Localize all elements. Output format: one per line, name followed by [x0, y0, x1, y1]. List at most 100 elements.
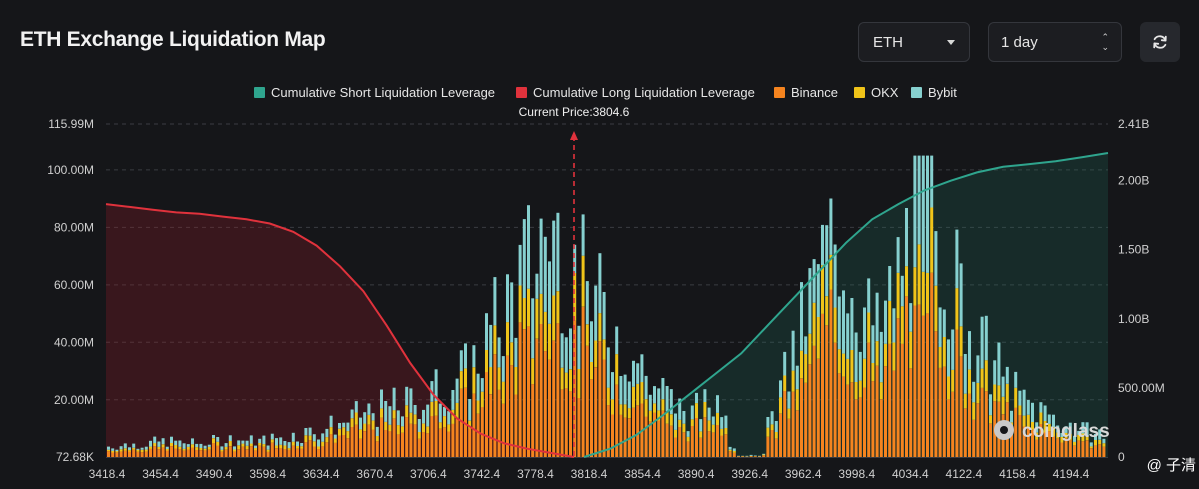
bar-binance	[266, 451, 270, 457]
bar-okx	[678, 419, 682, 427]
bar-okx	[535, 298, 539, 339]
bar-bybit	[972, 381, 976, 403]
bar-binance	[951, 391, 955, 457]
bar-okx	[779, 397, 782, 414]
bar-bybit	[905, 208, 908, 267]
bar-okx	[308, 435, 312, 441]
range-select[interactable]: 1 day ⌃ ⌄	[988, 22, 1122, 62]
bar-bybit	[917, 155, 921, 245]
bar-okx	[401, 426, 404, 433]
bar-bybit	[648, 394, 652, 411]
bar-bybit	[472, 345, 476, 368]
bar-okx	[1047, 423, 1051, 432]
bar-binance	[787, 418, 791, 457]
left-axis-tick: 72.68K	[56, 450, 94, 464]
corner-watermark: @ 子清	[1147, 457, 1196, 474]
bar-bybit	[333, 434, 337, 439]
bar-binance	[648, 421, 652, 457]
bar-binance	[585, 345, 589, 457]
left-axis-tick: 20.00M	[54, 393, 94, 407]
bar-okx	[489, 367, 493, 395]
bar-okx	[585, 324, 589, 346]
bar-okx	[342, 427, 346, 435]
bar-okx	[296, 446, 299, 449]
bar-okx	[464, 368, 467, 388]
bar-binance	[1039, 424, 1043, 457]
bar-bybit	[636, 363, 640, 384]
bar-binance	[237, 449, 241, 457]
bar-binance	[468, 428, 472, 457]
bar-binance	[384, 430, 388, 457]
bar-binance	[699, 437, 703, 457]
bar-bybit	[485, 313, 488, 350]
bar-okx	[262, 444, 266, 447]
bar-okx	[161, 444, 165, 448]
bar-binance	[598, 341, 602, 457]
bar-bybit	[527, 205, 530, 289]
bar-okx	[980, 368, 984, 388]
bar-okx	[254, 448, 257, 451]
cumulative-lines	[105, 152, 1109, 458]
bar-binance	[396, 434, 400, 457]
refresh-button[interactable]	[1140, 22, 1180, 62]
bar-binance	[270, 442, 274, 457]
bar-okx	[959, 326, 963, 357]
bar-okx	[270, 439, 274, 443]
bar-okx	[770, 424, 774, 430]
bar-binance	[984, 391, 988, 457]
bar-binance	[245, 449, 249, 457]
symbol-select[interactable]: ETH	[858, 22, 970, 62]
bar-binance	[312, 446, 316, 457]
bar-okx	[1089, 446, 1093, 449]
bar-okx	[338, 428, 341, 436]
bar-okx	[224, 446, 228, 450]
bar-okx	[153, 443, 157, 447]
bar-bybit	[594, 285, 598, 341]
bar-okx	[388, 424, 392, 432]
bar-binance	[153, 446, 157, 457]
bar-bybit	[976, 355, 980, 383]
bar-bybit	[531, 298, 535, 359]
bar-okx	[884, 343, 887, 367]
bar-bybit	[1005, 366, 1009, 384]
bar-okx	[136, 449, 140, 452]
bar-okx	[934, 285, 938, 332]
bar-binance	[136, 451, 140, 457]
bar-bybit	[182, 443, 186, 449]
bar-bybit	[497, 337, 501, 368]
chart-axes: 115.99M 100.00M 80.00M 60.00M 40.00M 20.00M 72…	[47, 117, 1164, 481]
bar-bybit	[157, 441, 161, 447]
bar-bybit	[149, 440, 152, 447]
bar-binance	[480, 407, 484, 457]
left-axis-tick: 80.00M	[54, 220, 94, 234]
bar-okx	[909, 331, 913, 369]
bar-binance	[732, 452, 736, 457]
bar-binance	[871, 381, 875, 457]
bar-binance	[1043, 432, 1047, 457]
bar-binance	[602, 359, 606, 457]
bar-bybit	[930, 155, 934, 208]
bar-binance	[380, 417, 383, 457]
bar-okx	[1052, 427, 1055, 437]
bar-binance	[123, 450, 127, 457]
bar-okx	[955, 288, 959, 330]
bar-bybit	[136, 448, 140, 450]
bar-bybit	[1094, 434, 1097, 440]
left-axis-tick: 40.00M	[54, 335, 94, 349]
bar-okx	[900, 306, 904, 344]
bar-okx	[728, 449, 732, 452]
bar-bybit	[123, 443, 127, 449]
bar-bybit	[443, 407, 446, 417]
bar-binance	[472, 393, 476, 457]
bar-bybit	[522, 219, 526, 298]
bar-okx	[657, 410, 661, 421]
bar-okx	[203, 448, 207, 451]
bar-binance	[363, 431, 367, 457]
bar-okx	[518, 285, 522, 323]
x-axis-tick: 3962.4	[785, 467, 822, 481]
bar-okx	[695, 403, 698, 418]
bar-binance	[493, 354, 497, 457]
bar-okx	[459, 371, 463, 389]
page-title: ETH Exchange Liquidation Map	[20, 28, 326, 51]
bar-binance	[657, 420, 661, 457]
